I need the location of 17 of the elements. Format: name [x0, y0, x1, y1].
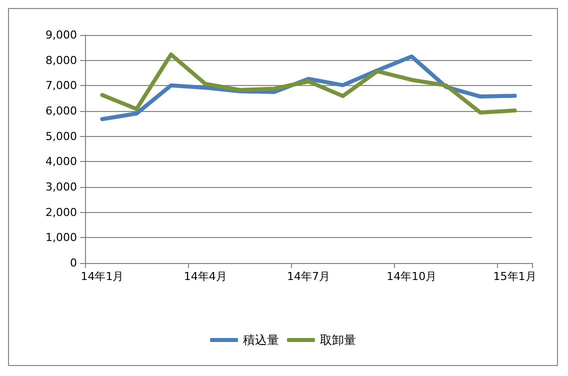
y-tick-label: 8,000 — [46, 54, 77, 67]
y-tick-label: 6,000 — [46, 104, 77, 118]
x-tick-label: 15年1月 — [493, 270, 536, 283]
y-tick-label: 4,000 — [46, 155, 77, 168]
y-tick-label: 7,000 — [46, 79, 77, 92]
x-tick-label: 14年7月 — [287, 270, 330, 283]
y-tick-label: 1,000 — [46, 231, 77, 244]
legend-label: 積込量 — [243, 333, 279, 347]
y-tick-label: 5,000 — [46, 130, 77, 143]
y-tick-label: 9,000 — [46, 28, 77, 42]
y-tick-label: 0 — [70, 256, 77, 270]
x-tick-label: 14年4月 — [184, 270, 227, 283]
x-tick-label: 14年1月 — [80, 270, 124, 283]
y-tick-label: 3,000 — [46, 180, 77, 194]
legend-label: 取卸量 — [320, 333, 356, 347]
y-tick-label: 2,000 — [46, 206, 77, 219]
x-tick-label: 14年10月 — [386, 270, 437, 283]
